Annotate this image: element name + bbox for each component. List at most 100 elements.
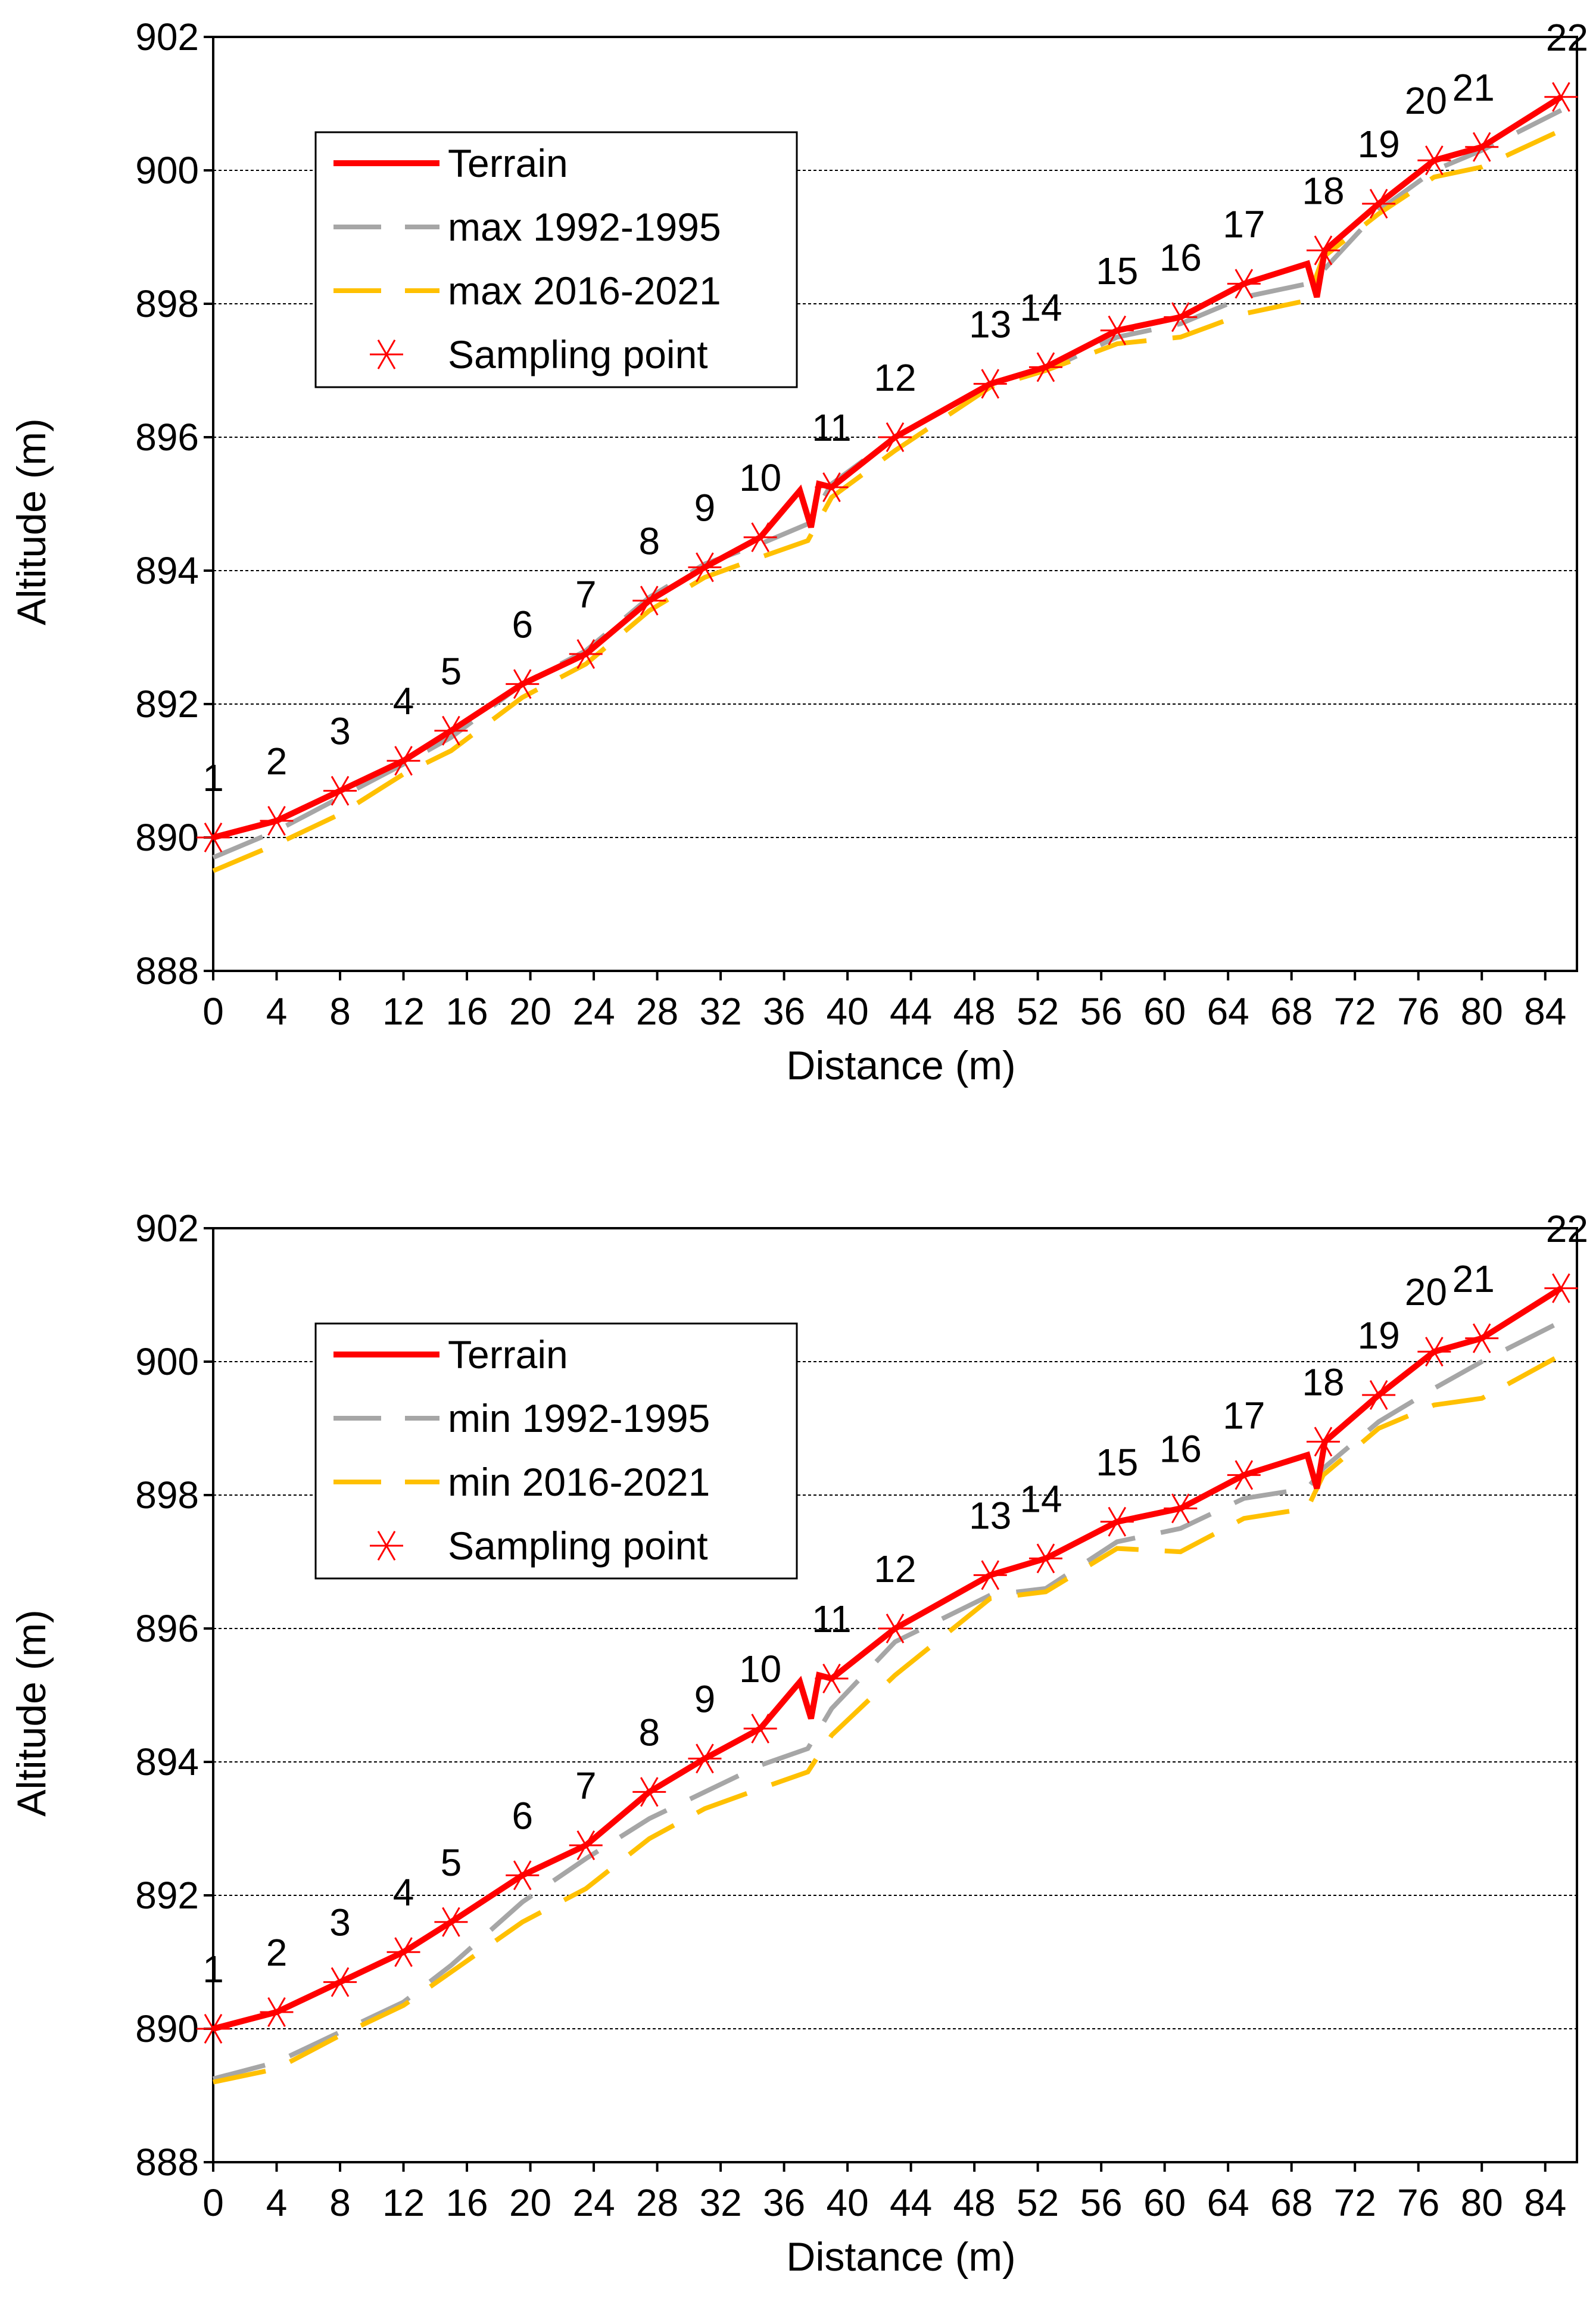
sampling-point-label: 21 bbox=[1452, 1257, 1495, 1300]
sampling-point-marker bbox=[1164, 302, 1198, 332]
x-tick-label: 28 bbox=[636, 2181, 678, 2224]
x-tick-label: 84 bbox=[1524, 990, 1566, 1033]
sampling-point-marker bbox=[260, 806, 294, 836]
x-tick-label: 36 bbox=[763, 2181, 805, 2224]
sampling-point-marker bbox=[197, 823, 230, 852]
sampling-marker-stroke bbox=[331, 776, 350, 806]
x-tick-label: 20 bbox=[509, 2181, 551, 2224]
sampling-point-label: 13 bbox=[969, 1494, 1011, 1537]
sampling-marker-stroke bbox=[822, 472, 841, 502]
sampling-marker-stroke bbox=[1036, 1543, 1055, 1574]
sampling-point-label: 9 bbox=[694, 1677, 716, 1720]
legend-label-sampling-point: Sampling point bbox=[448, 332, 708, 376]
sampling-point-marker bbox=[1544, 1273, 1578, 1303]
sampling-point-marker bbox=[1028, 352, 1062, 382]
sampling-point-marker bbox=[815, 472, 849, 502]
sampling-point-label: 18 bbox=[1302, 169, 1344, 212]
x-tick-label: 68 bbox=[1270, 2181, 1313, 2224]
legend-label-min-2016-2021: min 2016-2021 bbox=[448, 1460, 710, 1504]
y-tick-label: 892 bbox=[135, 1874, 199, 1917]
y-tick-label: 902 bbox=[135, 15, 199, 58]
sampling-marker-stroke bbox=[513, 669, 532, 699]
y-tick-label: 896 bbox=[135, 1607, 199, 1650]
sampling-point-marker bbox=[815, 1664, 849, 1693]
sampling-point-label: 16 bbox=[1159, 236, 1202, 279]
sampling-marker-stroke bbox=[1552, 1273, 1570, 1303]
sampling-point-label: 19 bbox=[1358, 1314, 1400, 1357]
x-tick-label: 60 bbox=[1143, 990, 1186, 1033]
sampling-point-label: 20 bbox=[1405, 1271, 1447, 1313]
sampling-marker-stroke bbox=[1425, 1337, 1444, 1367]
x-tick-label: 8 bbox=[329, 990, 351, 1033]
sampling-point-marker bbox=[1306, 1427, 1340, 1457]
sampling-point-marker bbox=[386, 746, 420, 776]
x-tick-label: 72 bbox=[1334, 2181, 1376, 2224]
sampling-point-marker bbox=[1306, 235, 1340, 266]
x-tick-label: 20 bbox=[509, 990, 551, 1033]
sampling-marker-stroke bbox=[1425, 145, 1444, 176]
sampling-point-marker bbox=[1362, 1380, 1396, 1410]
x-tick-label: 4 bbox=[266, 990, 288, 1033]
sampling-point-label: 6 bbox=[512, 603, 533, 646]
x-tick-label: 32 bbox=[699, 990, 741, 1033]
legend-label-max-2016-2021: max 2016-2021 bbox=[448, 269, 721, 313]
x-tick-label: 68 bbox=[1270, 990, 1313, 1033]
x-tick-label: 40 bbox=[827, 990, 869, 1033]
sampling-marker-stroke bbox=[204, 2014, 223, 2044]
sampling-marker-stroke bbox=[640, 586, 659, 616]
sampling-point-marker bbox=[323, 1967, 357, 1997]
sampling-marker-stroke bbox=[981, 1560, 1000, 1590]
sampling-marker-stroke bbox=[442, 715, 460, 746]
sampling-point-label: 14 bbox=[1020, 286, 1062, 329]
sampling-point-label: 6 bbox=[512, 1794, 533, 1837]
sampling-marker-stroke bbox=[204, 823, 223, 852]
x-tick-label: 0 bbox=[202, 2181, 224, 2224]
y-tick-label: 890 bbox=[135, 816, 199, 859]
x-tick-label: 72 bbox=[1334, 990, 1376, 1033]
y-tick-label: 898 bbox=[135, 282, 199, 325]
sampling-point-marker bbox=[506, 669, 540, 699]
x-tick-label: 44 bbox=[890, 990, 932, 1033]
plot-area-frame bbox=[212, 1227, 1578, 2163]
x-tick-label: 52 bbox=[1017, 990, 1059, 1033]
x-tick-label: 44 bbox=[890, 2181, 932, 2224]
sampling-point-label: 22 bbox=[1546, 16, 1588, 59]
x-axis-title: Distance (m) bbox=[786, 1043, 1015, 1088]
x-tick-label: 24 bbox=[572, 2181, 615, 2224]
sampling-point-marker bbox=[434, 1907, 468, 1937]
sampling-marker-stroke bbox=[886, 422, 905, 452]
y-tick-label: 888 bbox=[135, 2141, 199, 2184]
legend: Terrain min 1992-1995 min 2016-2021 Samplin… bbox=[314, 1322, 798, 1580]
y-axis-title: Altitude (m) bbox=[9, 418, 54, 625]
sampling-point-label: 2 bbox=[266, 1931, 288, 1974]
sampling-point-label: 8 bbox=[638, 1711, 660, 1754]
legend-swatch-sampling-point bbox=[370, 1531, 403, 1561]
legend-label-terrain: Terrain bbox=[448, 141, 568, 185]
sampling-marker-stroke bbox=[377, 340, 396, 369]
sampling-point-marker bbox=[506, 1860, 540, 1891]
sampling-marker-stroke bbox=[576, 639, 596, 669]
sampling-point-label: 22 bbox=[1546, 1207, 1588, 1250]
sampling-point-label: 16 bbox=[1159, 1427, 1202, 1470]
sampling-marker-stroke bbox=[1171, 302, 1190, 332]
sampling-point-label: 12 bbox=[874, 1547, 916, 1590]
sampling-point-label: 1 bbox=[202, 1948, 224, 1991]
y-tick-label: 888 bbox=[135, 949, 199, 992]
sampling-point-label: 21 bbox=[1452, 66, 1495, 109]
sampling-marker-stroke bbox=[1472, 132, 1491, 162]
sampling-point-marker bbox=[1465, 132, 1499, 162]
sampling-marker-stroke bbox=[640, 1777, 659, 1807]
x-tick-label: 48 bbox=[953, 990, 996, 1033]
sampling-marker-stroke bbox=[1108, 1506, 1127, 1537]
x-tick-label: 60 bbox=[1143, 2181, 1186, 2224]
sampling-point-label: 19 bbox=[1358, 123, 1400, 166]
y-tick-label: 898 bbox=[135, 1474, 199, 1517]
sampling-marker-stroke bbox=[576, 1830, 596, 1860]
sampling-point-label: 4 bbox=[393, 680, 414, 723]
legend-frame bbox=[314, 1322, 798, 1580]
x-tick-label: 8 bbox=[329, 2181, 351, 2224]
y-tick-label: 894 bbox=[135, 1740, 199, 1783]
sampling-point-marker bbox=[1100, 1506, 1134, 1537]
